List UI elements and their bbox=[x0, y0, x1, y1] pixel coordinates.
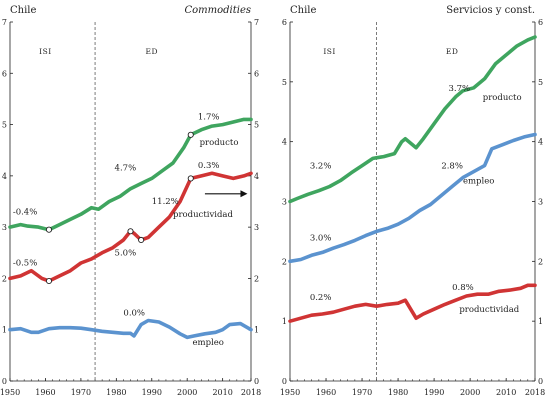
panel-servicios-y-const: Chile Servicios y const. 0 0 1 1 2 2 3 3 4 4 5 5 6 6 195… bbox=[280, 5, 545, 397]
y-tick-label-left: 5 bbox=[2, 121, 7, 130]
y-tick-label-right: 2 bbox=[254, 274, 259, 283]
y-tick-label-right: 2 bbox=[538, 257, 543, 266]
x-tick-label: 1950 bbox=[0, 388, 20, 397]
series-line-producto bbox=[288, 35, 537, 204]
arrow-head bbox=[240, 190, 248, 198]
series-line-empleo bbox=[288, 132, 537, 264]
y-tick-label-right: 7 bbox=[254, 18, 259, 27]
point-marker bbox=[45, 226, 53, 233]
x-tick-label: 1980 bbox=[388, 388, 408, 397]
point-marker bbox=[127, 228, 134, 235]
annotation-label: 5.0% bbox=[115, 248, 137, 258]
y-tick-label-right: 6 bbox=[254, 69, 259, 78]
annotation-label: 4.7% bbox=[115, 164, 137, 174]
point-marker bbox=[138, 236, 145, 244]
annotation-label: 3.7% bbox=[449, 84, 471, 94]
era-label: ISI bbox=[323, 47, 336, 56]
y-tick-label-right: 0 bbox=[254, 377, 259, 386]
y-tick-label-right: 1 bbox=[254, 326, 259, 335]
era-label: ISI bbox=[39, 47, 52, 56]
annotation-label: 2.8% bbox=[441, 162, 463, 172]
panel-region-label: Chile bbox=[290, 5, 316, 16]
y-tick-label-right: 4 bbox=[254, 172, 259, 181]
x-tick-label: 2000 bbox=[177, 388, 197, 397]
y-tick-label-left: 5 bbox=[282, 78, 287, 87]
series-line-empleo bbox=[8, 318, 253, 340]
x-tick-label: 1960 bbox=[35, 388, 55, 397]
panel-region-label: Chile bbox=[10, 5, 36, 16]
y-tick-label-right: 5 bbox=[254, 121, 259, 130]
x-tick-label: 1990 bbox=[142, 388, 162, 397]
annotation-label: 11.2% bbox=[152, 197, 179, 207]
y-tick-label-left: 0 bbox=[2, 377, 7, 386]
annotation-label: producto bbox=[483, 93, 522, 103]
x-tick-label: 1970 bbox=[71, 388, 91, 397]
annotation-label: empleo bbox=[193, 338, 224, 348]
y-tick-label-right: 1 bbox=[538, 317, 543, 326]
era-label: ED bbox=[146, 47, 159, 56]
x-tick-label: 1980 bbox=[106, 388, 126, 397]
annotation-label: 3.2% bbox=[310, 162, 332, 172]
x-tick-label: 1990 bbox=[424, 388, 444, 397]
annotation-label: producto bbox=[200, 138, 239, 148]
panel-commodities: Chile Commodities 0 0 1 1 2 2 3 3 4 4 5 5 6 6 7 7 1950 1960… bbox=[0, 5, 261, 397]
point-marker bbox=[187, 175, 194, 182]
x-tick-label: 2010 bbox=[496, 388, 516, 397]
x-tick-label: 1960 bbox=[316, 388, 336, 397]
point-marker bbox=[45, 277, 53, 285]
y-tick-label-left: 4 bbox=[282, 138, 287, 147]
x-tick-label: 2018 bbox=[241, 388, 261, 397]
y-tick-label-left: 1 bbox=[282, 317, 287, 326]
annotation-label: productividad bbox=[173, 210, 233, 220]
x-tick-label: 2018 bbox=[525, 388, 545, 397]
y-tick-label-right: 6 bbox=[538, 18, 543, 27]
y-tick-label-right: 0 bbox=[538, 377, 543, 386]
y-tick-label-left: 1 bbox=[2, 326, 7, 335]
x-tick-label: 1950 bbox=[280, 388, 300, 397]
y-tick-label-left: 3 bbox=[2, 223, 7, 232]
annotation-label: -0.4% bbox=[13, 207, 37, 217]
annotation-label: -0.5% bbox=[13, 259, 37, 269]
y-tick-label-right: 3 bbox=[254, 223, 259, 232]
x-tick-label: 2010 bbox=[212, 388, 232, 397]
panel-title: Commodities bbox=[184, 5, 251, 16]
annotation-label: 0.2% bbox=[310, 293, 332, 303]
point-marker bbox=[187, 131, 194, 138]
era-label: ED bbox=[446, 47, 459, 56]
annotation-label: 1.7% bbox=[198, 112, 220, 122]
annotation-label: 0.3% bbox=[198, 161, 220, 171]
annotation-label: productividad bbox=[459, 305, 519, 315]
series-line-productividad bbox=[288, 283, 537, 323]
y-tick-label-left: 3 bbox=[282, 198, 287, 207]
y-tick-label-right: 3 bbox=[538, 198, 543, 207]
y-tick-label-right: 4 bbox=[538, 138, 543, 147]
y-tick-label-left: 4 bbox=[2, 172, 7, 181]
x-tick-label: 2000 bbox=[460, 388, 480, 397]
annotation-label: 0.0% bbox=[123, 308, 145, 318]
y-tick-label-right: 5 bbox=[538, 78, 543, 87]
y-tick-label-left: 7 bbox=[2, 18, 7, 27]
y-tick-label-left: 2 bbox=[2, 274, 7, 283]
annotation-label: 0.8% bbox=[452, 283, 474, 293]
x-tick-label: 1970 bbox=[352, 388, 372, 397]
panel-title: Servicios y const. bbox=[446, 5, 535, 16]
annotation-label: empleo bbox=[463, 177, 494, 187]
y-tick-label-left: 0 bbox=[282, 377, 287, 386]
y-tick-label-left: 6 bbox=[2, 69, 7, 78]
annotation-label: 3.0% bbox=[310, 233, 332, 243]
y-tick-label-left: 2 bbox=[282, 257, 287, 266]
y-tick-label-left: 6 bbox=[282, 18, 287, 27]
